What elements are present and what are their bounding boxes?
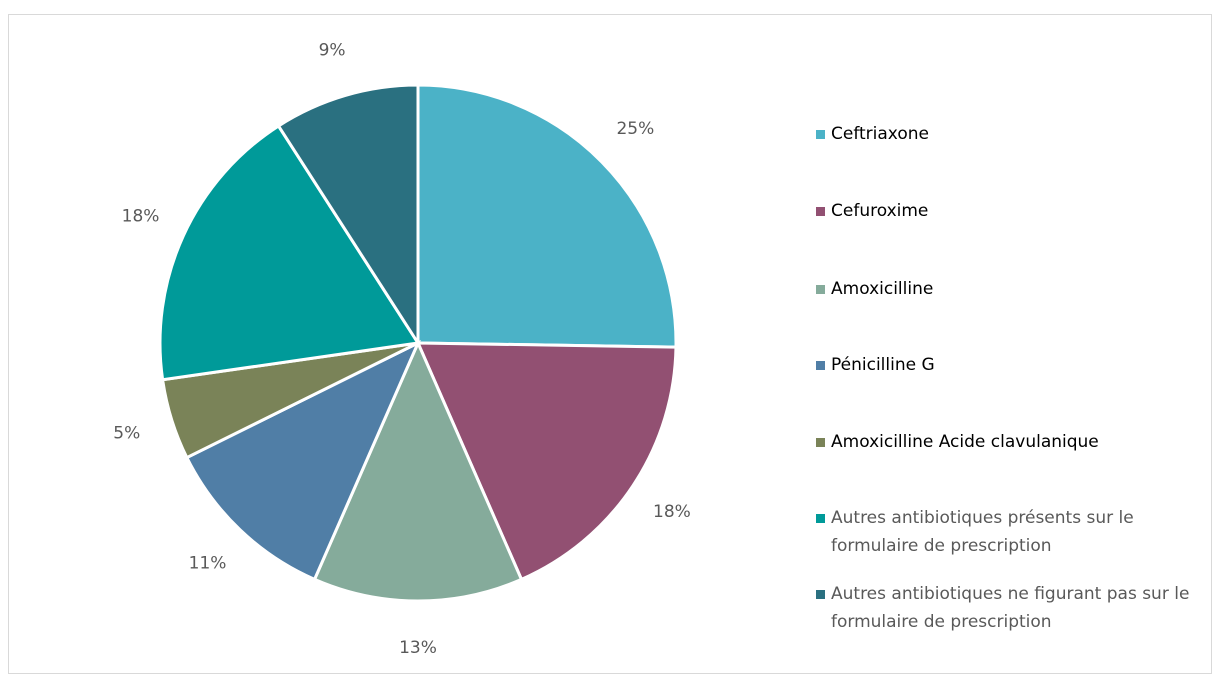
data-label: 25% <box>616 119 654 139</box>
data-label: 11% <box>189 554 227 574</box>
legend-item: Cefuroxime <box>816 197 1191 225</box>
data-label: 5% <box>113 424 140 444</box>
data-label: 18% <box>653 502 691 522</box>
legend-label: Pénicilline G <box>831 355 935 375</box>
legend-label: Amoxicilline Acide clavulanique <box>831 432 1099 452</box>
pie-slice <box>415 341 678 582</box>
data-label: 9% <box>319 40 346 60</box>
pie-slice <box>312 339 524 603</box>
legend-swatch <box>816 361 825 370</box>
legend-item: Autres antibiotiques présents sur le for… <box>816 504 1191 560</box>
data-label: 13% <box>399 638 437 658</box>
legend-item: Autres antibiotiques ne figurant pas sur… <box>816 580 1191 636</box>
legend-label: Amoxicilline <box>831 279 934 299</box>
legend-item: Amoxicilline <box>816 275 1191 303</box>
legend-swatch <box>816 514 825 523</box>
pie-slice <box>276 83 420 349</box>
legend-swatch <box>816 207 825 216</box>
pie-slice <box>416 83 678 349</box>
legend-swatch <box>816 438 825 447</box>
data-label: 18% <box>122 206 160 226</box>
pie-slice <box>184 339 422 582</box>
legend-swatch <box>816 590 825 599</box>
legend-label: Ceftriaxone <box>831 124 929 144</box>
legend-label: Autres antibiotiques ne figurant pas sur… <box>831 584 1190 632</box>
legend-label: Cefuroxime <box>831 201 929 221</box>
legend-swatch <box>816 130 825 139</box>
legend-item: Amoxicilline Acide clavulanique <box>816 428 1191 456</box>
pie-slice <box>158 123 421 382</box>
legend-swatch <box>816 285 825 294</box>
legend-item: Ceftriaxone <box>816 120 1191 148</box>
legend-item: Pénicilline G <box>816 351 1191 379</box>
legend-label: Autres antibiotiques présents sur le for… <box>831 508 1134 556</box>
